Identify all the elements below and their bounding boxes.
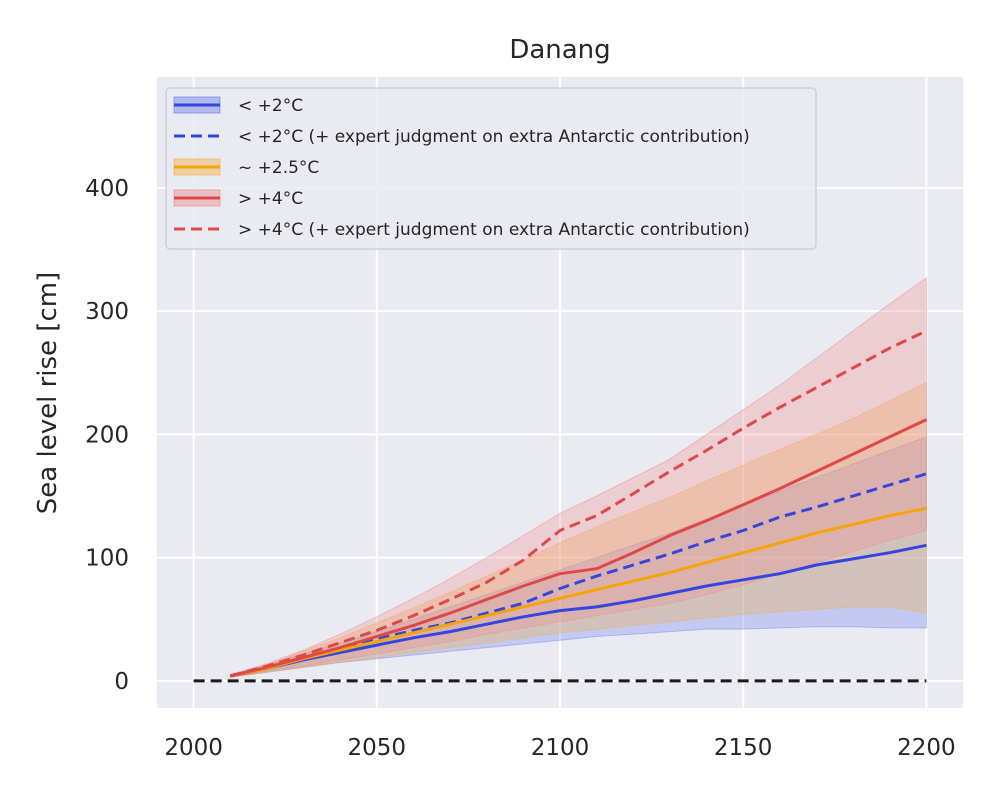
x-tick-label: 2150 [714,735,773,761]
series-line [229,418,928,678]
x-tick-labels: 2000 2050 2100 2150 2200 [164,735,955,761]
x-tick-label: 2100 [531,735,590,761]
legend-label: < +2°C (+ expert judgment on extra Antar… [238,127,750,147]
y-tick-label: 300 [85,299,129,325]
legend-label: < +2°C [238,96,303,116]
uncertainty-band [229,436,927,678]
x-tick-label: 2000 [164,735,223,761]
series-line [230,543,927,678]
uncertainty-band [229,381,927,678]
y-tick-label: 200 [85,422,129,448]
chart-title: Danang [509,35,610,65]
legend-label: > +4°C (+ expert judgment on extra Antar… [238,220,750,240]
x-tick-label: 2050 [348,735,407,761]
y-tick-label: 0 [114,669,129,695]
legend-label: ~ +2.5°C [238,158,319,178]
legend-box [165,87,817,250]
y-tick-label: 400 [85,176,129,202]
y-tick-labels: 0 100 200 300 400 [85,176,129,695]
series-lines [229,329,928,678]
legend-label: > +4°C [238,189,303,209]
series-line [230,506,927,678]
y-axis-label: Sea level rise [cm] [33,272,63,514]
x-tick-label: 2200 [897,735,956,761]
legend: < +2°C < +2°C (+ expert judgment on extra… [165,87,817,250]
y-tick-label: 100 [85,546,129,572]
grid [157,77,963,708]
series-line [229,329,928,678]
